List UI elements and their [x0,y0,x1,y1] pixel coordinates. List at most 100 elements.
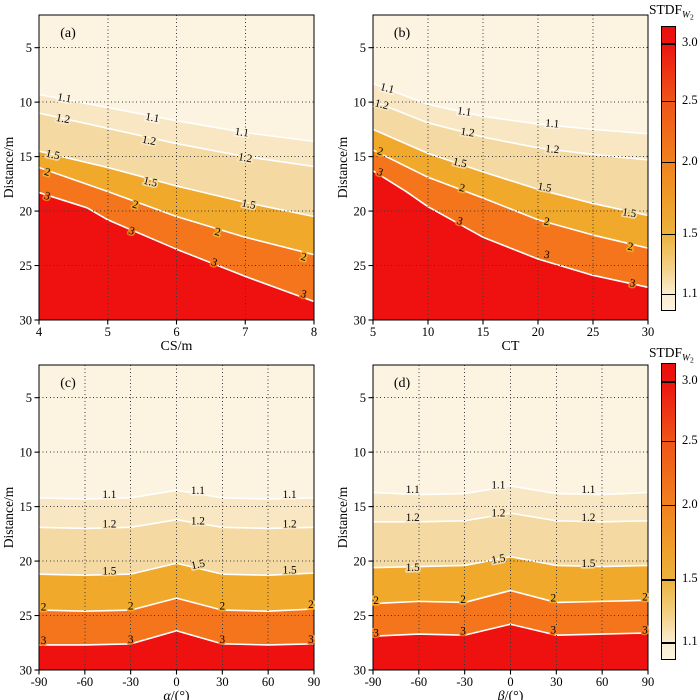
contour-labels: 1.1 1.1 1.1 1.2 1.2 1.2 1.5 1.5 1.5 2 2 2 2 3 3 3 3 [39,483,316,649]
contour-label-1.5: 1.5 [102,566,116,578]
x-axis-label: α/(°) [163,689,190,700]
x-axis-label: β/(°) [497,689,524,700]
contour-label-1.1: 1.1 [406,484,420,496]
colorbar-title-subsub: 2 [689,12,694,22]
x-axis-label: CS/m [161,339,193,354]
axis-ticks [34,397,315,675]
x-tick-label: -60 [410,675,427,689]
contour-label-1.5: 1.5 [537,181,553,195]
band-2 [373,513,648,568]
axis-ticks [368,397,649,675]
y-tick-label: 30 [354,663,367,677]
contour-label-3: 3 [629,277,637,290]
colorbar-tick-line [662,233,675,236]
y-tick-label: 5 [26,41,32,55]
colorbar-tick-line [662,43,675,45]
x-tick-label: -60 [76,675,93,689]
colorbar-tick-label: 1.5 [682,225,698,240]
y-tick-label: 5 [360,391,366,405]
y-tick-label: 25 [354,259,367,273]
contour-label-1.2: 1.2 [191,515,205,527]
y-tick-label: 30 [354,313,367,327]
y-tick-label: 30 [20,663,33,677]
contour-label-1.5: 1.5 [621,206,637,220]
panel-c: -90 -60 -30 0 30 60 90 5 10 15 20 25 30 α/(°) Distance… [1,364,320,700]
band-0 [373,15,648,134]
plot-frame [38,364,315,671]
contour-label-2: 2 [41,601,47,613]
contour-label-1.1: 1.1 [456,105,472,119]
contour-label-3: 3 [551,624,557,636]
band-0 [39,15,314,142]
x-axis-label: CT [502,339,520,354]
contour-line-1.2 [38,518,315,530]
contour-lines [38,93,315,303]
contour-label-1.2: 1.2 [55,112,71,126]
band-4 [373,590,648,637]
y-tick-label: 5 [26,391,32,405]
x-tick-label: 30 [642,325,654,339]
contour-label-1.1: 1.1 [56,91,72,105]
contour-line-2 [372,149,649,249]
contour-line-2 [38,597,315,612]
y-tick-label: 15 [20,150,33,164]
panel-letter: (b) [394,26,411,41]
contour-label-1.5: 1.5 [406,562,420,574]
contour-line-1.1 [38,93,315,143]
grid [373,15,648,320]
x-tick-label: 6 [173,325,179,339]
band-5 [373,170,648,320]
colorbar-tick-line [662,161,675,164]
contour-label-1.1: 1.1 [234,126,250,140]
y-axis-label: Distance/m [335,136,350,198]
contour-label-1.1: 1.1 [102,489,116,501]
contour-line-2 [38,166,315,256]
colorbar-tick-label: 1.1 [682,285,698,300]
contour-label-1.1: 1.1 [191,485,205,497]
contour-line-3 [372,170,649,289]
contour-label-2: 2 [299,251,307,264]
colorbar-top: 3.0 2.5 2.0 1.5 1.1 [661,26,698,311]
panel-letter: (c) [60,376,76,391]
contour-line-3 [38,191,315,303]
x-tick-label: 7 [242,325,248,339]
colorbar-tick-label: 2.5 [682,92,698,107]
contour-label-1.2: 1.2 [460,126,476,140]
x-tick-label: 20 [532,325,545,339]
contour-label-1.5: 1.5 [452,156,469,171]
contour-label-1.5: 1.5 [190,557,207,572]
contour-label-2: 2 [458,182,466,195]
plot-frame [38,14,315,321]
colorbar-title-main: STDF [649,345,683,360]
y-tick-label: 10 [20,445,33,459]
y-tick-label: 10 [354,95,367,109]
contour-label-2: 2 [220,600,226,612]
contour-line-3 [39,629,315,646]
x-tick-label: 25 [587,325,600,339]
contour-label-1.5: 1.5 [490,552,507,567]
band-0 [39,365,314,499]
x-tick-label: 8 [311,325,317,339]
colorbar-top-title: STDFW2 [649,2,694,22]
grid [39,15,314,320]
axis-ticks [34,47,315,325]
x-tick-label: -30 [456,675,473,689]
colorbar-tick-label: 1.1 [682,634,698,649]
contour-bands [373,15,648,320]
x-tick-label: 90 [642,675,654,689]
colorbar-title-main: STDF [649,2,683,17]
band-3 [373,556,648,604]
contour-label-1.2: 1.2 [406,512,420,524]
y-tick-label: 15 [20,500,33,514]
contour-label-1.1: 1.1 [283,489,297,501]
contour-label-3: 3 [543,249,551,262]
contour-line-1.2 [38,112,315,168]
contour-label-1.1: 1.1 [144,111,160,125]
colorbar-tick-line [662,504,675,507]
panel-letter: (a) [60,26,76,41]
x-tick-label: 10 [422,325,435,339]
colorbar-title-sub: W [682,353,690,364]
x-tick-label: -30 [122,675,139,689]
